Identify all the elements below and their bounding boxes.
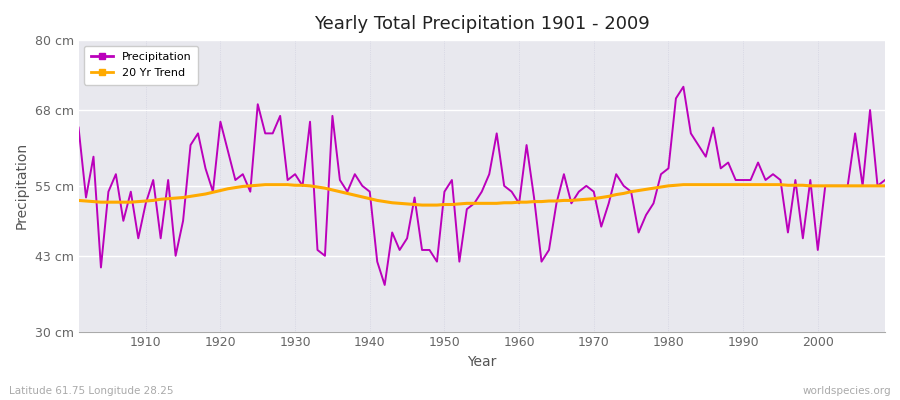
Legend: Precipitation, 20 Yr Trend: Precipitation, 20 Yr Trend bbox=[84, 46, 198, 84]
X-axis label: Year: Year bbox=[467, 355, 497, 369]
Title: Yearly Total Precipitation 1901 - 2009: Yearly Total Precipitation 1901 - 2009 bbox=[314, 15, 650, 33]
Text: worldspecies.org: worldspecies.org bbox=[803, 386, 891, 396]
Y-axis label: Precipitation: Precipitation bbox=[15, 142, 29, 230]
Text: Latitude 61.75 Longitude 28.25: Latitude 61.75 Longitude 28.25 bbox=[9, 386, 174, 396]
